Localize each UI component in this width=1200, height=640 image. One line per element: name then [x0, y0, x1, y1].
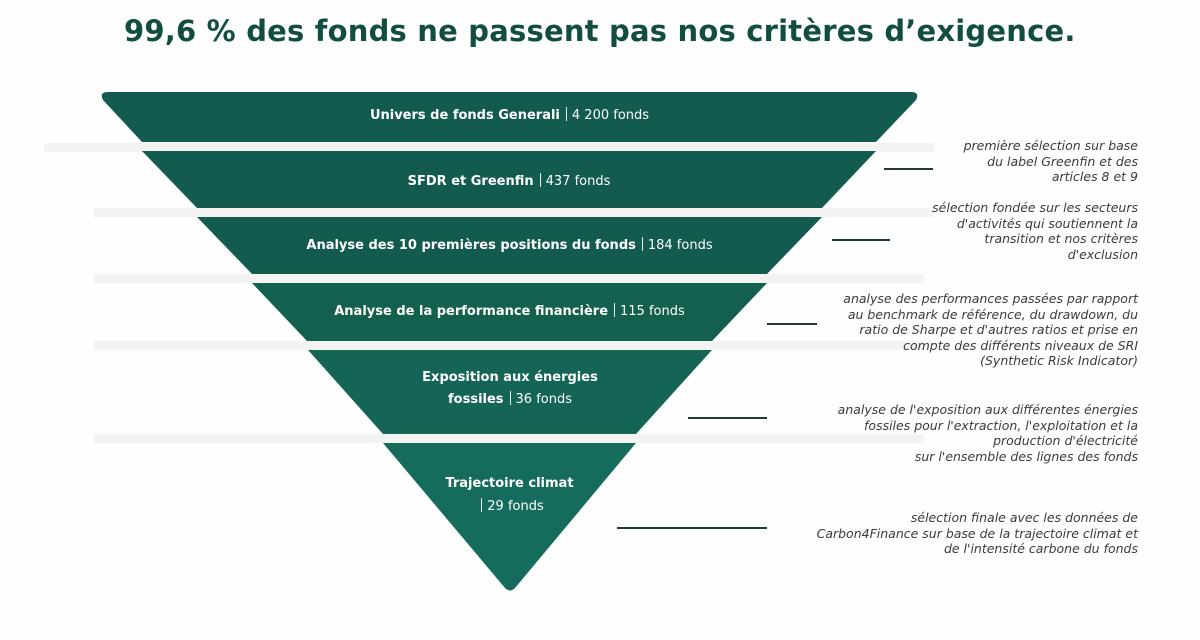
stage-count: 115 fonds — [620, 304, 685, 319]
connector-line-6 — [617, 527, 767, 529]
stage-label-1: Univers de fonds Generali 4 200 fonds — [101, 105, 918, 127]
description-line: d'activités qui soutiennent la — [956, 215, 1138, 231]
description-line: de l'intensité carbone du fonds — [943, 541, 1138, 556]
stage-label-3: Analyse des 10 premières positions du fo… — [197, 235, 822, 257]
stage-description-5: analyse de l'exposition aux différentes … — [838, 402, 1138, 464]
description-line: ratio de Sharpe et d'autres ratios et pr… — [859, 322, 1138, 337]
stage-name: Analyse des 10 premières positions du fo… — [306, 238, 636, 253]
description-line: fossiles pour l'extraction, l'exploitati… — [864, 417, 1138, 433]
connector-line-5 — [688, 417, 767, 419]
description-line: transition et nos critères — [984, 231, 1138, 246]
separator — [481, 498, 483, 512]
stage-name: Univers de fonds Generali — [369, 108, 560, 123]
stage-label-5: Exposition aux énergies fossiles 36 fonds — [308, 367, 712, 411]
stage-description-6: sélection finale avec les données de Car… — [817, 510, 1138, 557]
funnel-band-3 — [197, 217, 822, 274]
stage-count: 36 fonds — [515, 392, 572, 407]
description-line: articles 8 et 9 — [1051, 169, 1138, 184]
description-line: (Synthetic Risk Indicator) — [980, 353, 1138, 368]
stage-label-6: Trajectoire climat 29 fonds — [383, 472, 636, 518]
description-line: analyse de l'exposition aux différentes … — [837, 402, 1138, 417]
stage-name-line2: fossiles — [448, 392, 504, 407]
stage-name: Trajectoire climat — [445, 476, 574, 491]
background-stripe — [94, 274, 924, 283]
connector-line-4 — [767, 323, 817, 325]
separator — [509, 391, 511, 405]
stage-description-4: analyse des performances passées par rap… — [843, 291, 1138, 369]
description-line: d'exclusion — [1067, 246, 1138, 262]
separator — [641, 237, 643, 251]
stage-count: 4 200 fonds — [571, 108, 650, 123]
description-line: première sélection sur base — [963, 138, 1138, 153]
separator — [539, 173, 541, 187]
description-line: Carbon4Finance sur base de la trajectoir… — [816, 525, 1138, 541]
stage-name: Analyse de la performance financière — [334, 304, 609, 319]
description-line: sur l'ensemble des lignes des fonds — [914, 448, 1138, 464]
separator — [565, 107, 567, 121]
stage-count: 184 fonds — [647, 238, 713, 253]
background-stripe — [94, 341, 924, 350]
connector-line-2 — [884, 168, 933, 170]
stage-description-2: première sélection sur base du label Gre… — [964, 138, 1138, 185]
funnel-band-4 — [252, 283, 767, 341]
funnel-band-2 — [142, 151, 876, 208]
background-stripe — [94, 434, 924, 443]
description-line: compte des différents niveaux de SRI — [903, 337, 1138, 353]
description-line: sélection fondée sur les secteurs — [932, 200, 1138, 215]
stage-count: 437 fonds — [545, 174, 611, 189]
stage-label-2: SFDR et Greenfin 437 fonds — [142, 171, 876, 193]
background-stripe — [44, 143, 934, 152]
description-line: du label Greenfin et des — [987, 153, 1138, 169]
stage-label-4: Analyse de la performance financière 115 … — [252, 301, 767, 323]
separator — [614, 303, 616, 317]
stage-name: Exposition aux énergies — [422, 370, 598, 385]
page-title: 99,6 % des fonds ne passent pas nos crit… — [124, 14, 1076, 48]
funnel-band-1 — [101, 92, 918, 142]
description-line: analyse des performances passées par rap… — [843, 291, 1138, 306]
connector-line-3 — [832, 239, 890, 241]
funnel-band-6 — [383, 443, 636, 591]
description-line: production d'électricité — [993, 433, 1138, 448]
stage-name: SFDR et Greenfin — [407, 174, 534, 189]
stage-description-3: sélection fondée sur les secteurs d'acti… — [932, 200, 1138, 262]
stage-count: 29 fonds — [487, 499, 544, 514]
description-line: au benchmark de référence, du drawdown, … — [847, 306, 1138, 322]
background-stripe — [94, 208, 934, 217]
description-line: sélection finale avec les données de — [910, 510, 1138, 525]
